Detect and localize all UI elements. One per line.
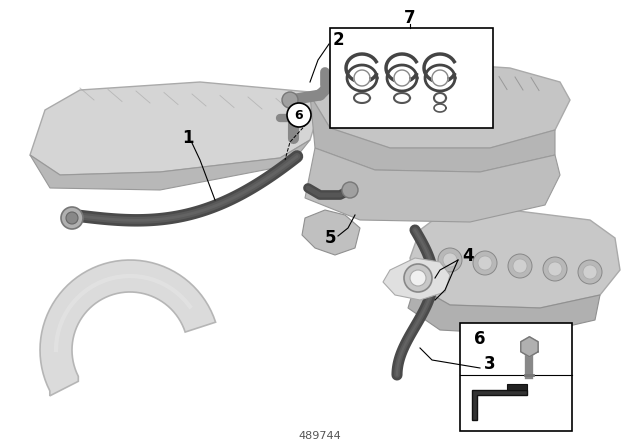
Polygon shape — [40, 260, 216, 396]
Circle shape — [478, 256, 492, 270]
Circle shape — [282, 92, 298, 108]
Text: 4: 4 — [462, 247, 474, 265]
Polygon shape — [507, 384, 527, 390]
Polygon shape — [354, 70, 370, 86]
Circle shape — [410, 270, 426, 286]
Polygon shape — [394, 70, 410, 86]
Text: 7: 7 — [404, 9, 416, 27]
Circle shape — [513, 259, 527, 273]
Circle shape — [287, 103, 311, 127]
Polygon shape — [310, 95, 555, 172]
Circle shape — [66, 212, 78, 224]
Text: 2: 2 — [332, 31, 344, 49]
Bar — [460, 323, 572, 431]
Polygon shape — [432, 70, 448, 86]
Polygon shape — [305, 148, 560, 222]
Polygon shape — [30, 140, 310, 190]
Polygon shape — [521, 337, 538, 357]
Polygon shape — [410, 210, 620, 308]
Circle shape — [473, 251, 497, 275]
Circle shape — [443, 253, 457, 267]
Circle shape — [438, 248, 462, 272]
Text: 3: 3 — [484, 355, 496, 373]
Bar — [330, 28, 493, 128]
Text: 6: 6 — [294, 108, 303, 121]
Circle shape — [508, 254, 532, 278]
Text: 1: 1 — [182, 129, 194, 147]
Circle shape — [342, 182, 358, 198]
Text: 6: 6 — [474, 330, 486, 348]
Polygon shape — [302, 210, 360, 255]
Circle shape — [548, 262, 562, 276]
Text: 5: 5 — [324, 229, 336, 247]
Circle shape — [578, 260, 602, 284]
Polygon shape — [30, 82, 320, 175]
Polygon shape — [408, 285, 600, 335]
Circle shape — [61, 207, 83, 229]
Polygon shape — [310, 62, 570, 148]
Polygon shape — [472, 390, 527, 420]
Circle shape — [404, 264, 432, 292]
Text: 489744: 489744 — [299, 431, 341, 441]
Circle shape — [543, 257, 567, 281]
Polygon shape — [383, 258, 450, 300]
Circle shape — [583, 265, 597, 279]
